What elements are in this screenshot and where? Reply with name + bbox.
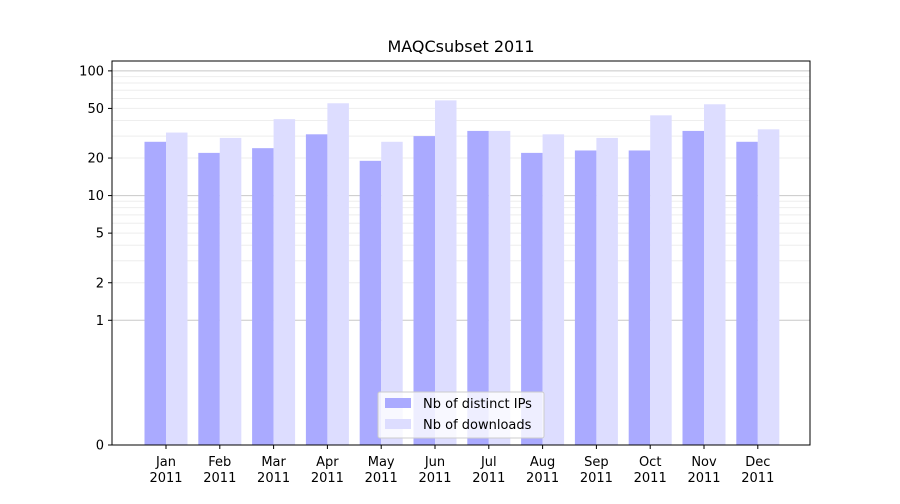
x-tick-label-year: 2011 bbox=[203, 471, 236, 486]
x-tick-label-year: 2011 bbox=[365, 471, 398, 486]
y-tick-label: 2 bbox=[96, 276, 104, 291]
legend-swatch-downloads bbox=[385, 419, 411, 429]
x-tick-label-year: 2011 bbox=[741, 471, 774, 486]
x-tick-label-year: 2011 bbox=[311, 471, 344, 486]
y-tick-label: 10 bbox=[87, 189, 104, 204]
y-tick-label: 0 bbox=[96, 439, 104, 454]
legend-label-distinct-ips: Nb of distinct IPs bbox=[423, 397, 532, 412]
bar-distinct-ips-apr bbox=[305, 134, 328, 445]
x-tick-label-month: Nov bbox=[691, 455, 717, 470]
x-tick-label-month: Mar bbox=[261, 455, 286, 470]
bar-downloads-may bbox=[381, 141, 403, 445]
bar-distinct-ips-jan bbox=[144, 141, 166, 445]
legend-swatch-distinct-ips bbox=[385, 398, 411, 408]
x-tick-label-year: 2011 bbox=[257, 471, 290, 486]
bar-downloads-sep bbox=[596, 137, 618, 446]
x-tick-label-year: 2011 bbox=[634, 471, 667, 486]
bar-distinct-ips-oct bbox=[628, 150, 651, 445]
x-tick-label-month: Apr bbox=[316, 455, 339, 470]
bar-distinct-ips-may bbox=[359, 160, 382, 445]
plot-frame bbox=[111, 60, 811, 446]
bar-distinct-ips-nov bbox=[682, 130, 704, 445]
x-tick-label-month: Aug bbox=[530, 455, 555, 470]
bar-downloads-jun bbox=[435, 100, 457, 445]
bar-distinct-ips-jul bbox=[467, 130, 489, 445]
x-tick-label-month: May bbox=[368, 455, 395, 470]
bar-distinct-ips-jun bbox=[413, 136, 435, 446]
y-tick-label: 1 bbox=[96, 314, 104, 329]
bar-downloads-oct bbox=[650, 115, 672, 445]
x-tick-label-month: Sep bbox=[584, 455, 609, 470]
y-tick-label: 5 bbox=[96, 227, 104, 242]
bar-downloads-mar bbox=[273, 119, 296, 446]
bar-distinct-ips-dec bbox=[736, 141, 758, 445]
bar-distinct-ips-sep bbox=[574, 150, 597, 445]
x-tick-label-year: 2011 bbox=[580, 471, 613, 486]
x-tick-label-month: Jan bbox=[155, 455, 176, 470]
x-tick-label-year: 2011 bbox=[472, 471, 505, 486]
legend: Nb of distinct IPs Nb of downloads bbox=[377, 391, 545, 439]
bar-distinct-ips-mar bbox=[252, 148, 274, 445]
x-tick-label-month: Dec bbox=[745, 455, 770, 470]
bar-downloads-jan bbox=[166, 132, 188, 446]
bar-downloads-dec bbox=[757, 129, 780, 446]
x-tick-label-month: Feb bbox=[208, 455, 231, 470]
y-tick-label: 20 bbox=[87, 152, 104, 167]
y-tick-label: 50 bbox=[87, 102, 104, 117]
x-tick-label-year: 2011 bbox=[418, 471, 451, 486]
chart-title: MAQCsubset 2011 bbox=[387, 37, 534, 56]
x-tick-label-month: Jul bbox=[480, 455, 497, 470]
bar-downloads-feb bbox=[219, 137, 242, 446]
bar-distinct-ips-feb bbox=[198, 152, 220, 445]
legend-box bbox=[377, 391, 545, 439]
bar-downloads-nov bbox=[704, 104, 726, 445]
y-tick-label: 100 bbox=[79, 64, 104, 79]
axis-layer: 0125102050100Jan2011Feb2011Mar2011Apr201… bbox=[79, 64, 774, 486]
legend-label-downloads: Nb of downloads bbox=[423, 418, 532, 433]
bar-distinct-ips-aug bbox=[521, 152, 543, 445]
bar-downloads-apr bbox=[327, 103, 349, 446]
x-tick-label-month: Jun bbox=[424, 455, 445, 470]
bar-downloads-aug bbox=[542, 134, 565, 445]
x-tick-label-year: 2011 bbox=[526, 471, 559, 486]
bar-downloads-jul bbox=[488, 130, 511, 445]
x-tick-label-month: Oct bbox=[639, 455, 661, 470]
x-tick-label-year: 2011 bbox=[687, 471, 720, 486]
bars-layer bbox=[144, 100, 780, 446]
x-tick-label-year: 2011 bbox=[149, 471, 182, 486]
